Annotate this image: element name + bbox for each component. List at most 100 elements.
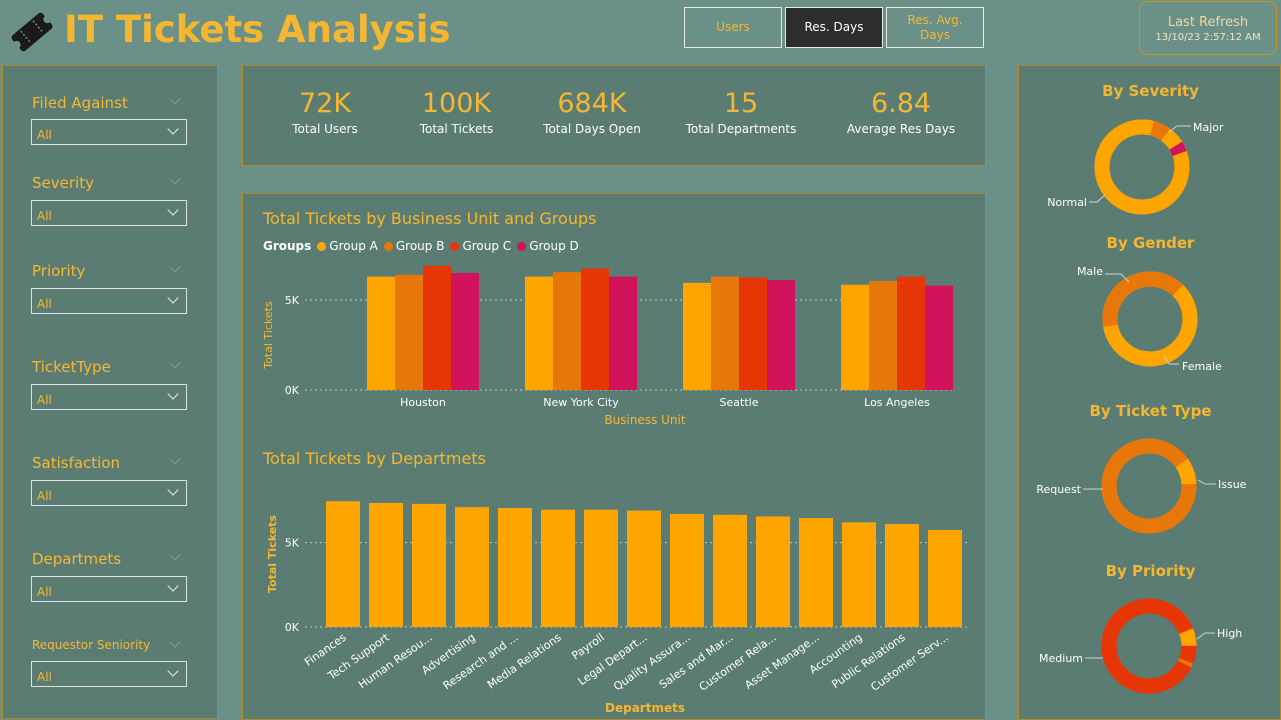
y-tick-label: 0K [285,384,300,397]
severity-value: All [37,209,52,223]
legend-title: Groups [263,239,312,253]
filter-label-requestor-seniority: Requestor Seniority [32,638,151,652]
filter-label-filed-against: Filed Against [32,94,128,112]
satisfaction-value: All [37,489,52,503]
donut-label: Medium [1039,652,1083,665]
chevron-down-icon [167,292,179,304]
satisfaction-select[interactable]: All [31,480,187,506]
donut-slice [1101,598,1197,694]
donut-label: High [1217,627,1242,640]
by-severity-title: By Severity [1102,82,1199,100]
legend-item-group-b[interactable]: Group B [383,239,445,253]
x-tick-label: Human Resou... [356,631,435,692]
legend-label: Group C [462,239,512,253]
kpi-total-users: 72K Total Users [290,88,360,136]
legend-label: Group A [329,239,378,253]
legend-item-group-c[interactable]: Group C [450,239,511,253]
filter-label-departmets: Departmets [32,550,122,568]
requestor-seniority-select[interactable]: All [31,661,187,687]
filed-against-select[interactable]: All [31,119,187,145]
filter-label-priority: Priority [32,262,86,280]
kpi-value: 100K [421,88,492,119]
donut-label: Major [1193,121,1224,134]
chevron-down-icon [167,484,179,496]
legend-item-group-a[interactable]: Group A [317,239,378,253]
department-bar [326,501,360,627]
res-avg-days-nav-button[interactable]: Res. Avg. Days [886,7,984,48]
bar-group-d [609,276,637,390]
donut-slice [1094,119,1190,215]
bar-group-c [739,277,767,390]
donut-label: Normal [1047,196,1087,209]
bar-group-a [525,276,553,390]
chevron-down-icon[interactable] [169,93,181,105]
kpi-label: Average Res Days [846,122,956,136]
bar-group-d [767,280,795,390]
x-tick-label: New York City [543,396,619,409]
chevron-down-icon[interactable] [169,173,181,185]
departmets-select[interactable]: All [31,576,187,602]
ticket-type-select[interactable]: All [31,384,187,410]
x-tick-label: Research and ... [441,631,521,692]
x-axis-title: Departmets [605,701,685,715]
legend-label: Group B [395,239,445,253]
filter-label-severity: Severity [32,174,94,192]
res-days-nav-button[interactable]: Res. Days [785,7,883,48]
department-bar [842,522,876,627]
legend-label: Group D [529,239,579,253]
business-unit-chart-title: Total Tickets by Business Unit and Group… [263,209,597,228]
ticket-type-value: All [37,393,52,407]
x-tick-label: Seattle [720,396,759,409]
chevron-down-icon [167,204,179,216]
users-nav-button[interactable]: Users [684,7,782,48]
kpi-label: Total Days Open [543,122,641,136]
donut-slice [1101,598,1197,694]
donut-slice [1094,119,1190,215]
bar-group-d [451,273,479,390]
bar-group-b [869,281,897,390]
bar-group-b [711,276,739,390]
bar-group-c [581,268,609,390]
chevron-down-icon[interactable] [169,453,181,465]
y-axis-title: Total Tickets [266,515,279,593]
leader-line [1197,479,1216,485]
department-bar [627,510,661,627]
x-tick-label: Asset Manage... [742,631,821,692]
chevron-down-icon [167,580,179,592]
kpi-value: 684K [557,88,627,119]
chevron-down-icon[interactable] [169,357,181,369]
donut-slice [1102,271,1198,367]
chevron-down-icon[interactable] [169,549,181,561]
x-tick-label: Houston [400,396,446,409]
department-bar [455,507,489,627]
donut-label: Female [1182,360,1222,373]
x-tick-label: Media Relations [485,631,564,692]
bar-group-a [683,282,711,390]
kpi-value: 15 [723,88,759,119]
chevron-down-icon[interactable] [169,636,181,648]
bar-group-a [841,284,869,390]
departmets-value: All [37,585,52,599]
department-bar [541,509,575,627]
x-tick-label: Customer Serv... [868,631,950,694]
donut-label: Issue [1218,478,1247,491]
bar-group-b [553,272,581,390]
chevron-down-icon[interactable] [169,261,181,273]
kpi-value: 72K [298,88,352,119]
x-tick-label: Customer Rela... [697,631,779,694]
department-bar [756,516,790,627]
severity-select[interactable]: All [31,200,187,226]
donut-canvas: Major Normal Female Male Issue Request High Med… [1036,119,1247,694]
legend-item-group-d[interactable]: Group D [517,239,579,253]
department-bar [670,513,704,627]
leader-line [1163,355,1179,365]
bar-group-d [925,285,953,390]
charts-canvas: 0K 5K Total Tickets Houston New York City Sea… [262,265,969,715]
filter-label-ticket-type: TicketType [32,358,111,376]
bar-group-b [395,274,423,390]
groups-legend: Groups Group A Group B Group C Group D [263,239,585,253]
kpi-value: 6.84 [870,88,932,119]
x-axis-title: Business Unit [604,413,685,427]
chevron-down-icon [167,388,179,400]
priority-select[interactable]: All [31,288,187,314]
